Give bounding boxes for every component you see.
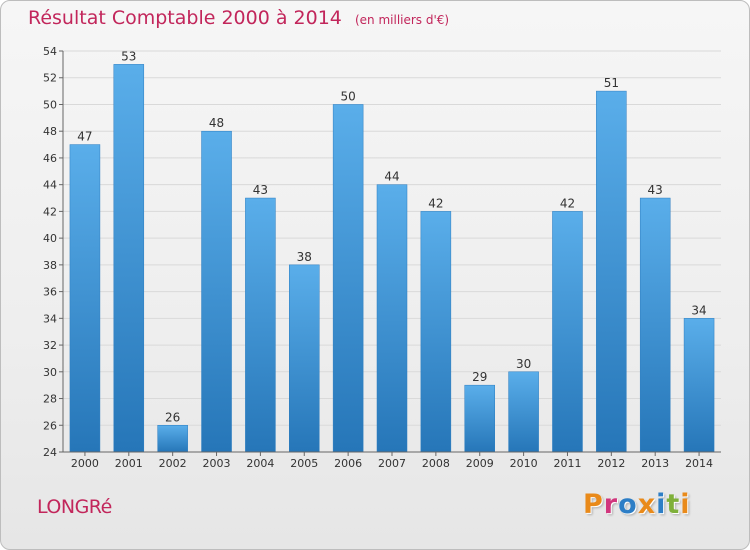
brand-letter: o	[618, 489, 638, 520]
bar	[552, 211, 583, 453]
proxiti-logo: Proxiti	[583, 489, 691, 520]
data-label: 42	[560, 196, 575, 210]
y-tick-label: 30	[43, 366, 57, 379]
data-label: 50	[340, 89, 355, 103]
data-label: 34	[691, 303, 706, 317]
y-tick-label: 42	[43, 205, 57, 218]
y-tick-label: 24	[43, 446, 57, 459]
data-label: 48	[209, 116, 224, 130]
bar	[596, 90, 627, 453]
x-tick-label: 2000	[71, 457, 99, 470]
y-tick-label: 54	[43, 45, 57, 58]
data-label: 29	[472, 370, 487, 384]
data-label: 44	[384, 170, 399, 184]
data-label: 43	[648, 183, 663, 197]
bar	[157, 425, 188, 453]
bar	[420, 211, 452, 453]
brand-letter: i	[656, 489, 667, 520]
x-tick-label: 2003	[203, 457, 231, 470]
x-tick-label: 2014	[685, 457, 713, 470]
x-tick-label: 2010	[510, 457, 538, 470]
x-tick-label: 2012	[597, 457, 625, 470]
x-tick-label: 2011	[553, 457, 581, 470]
brand-letter: t	[666, 489, 681, 520]
bar	[508, 371, 539, 453]
y-tick-label: 36	[43, 286, 57, 299]
bar	[69, 144, 101, 453]
x-tick-label: 2009	[466, 457, 494, 470]
x-tick-label: 2004	[246, 457, 274, 470]
y-tick-label: 26	[43, 419, 57, 432]
chart-title: Résultat Comptable 2000 à 2014 (en milli…	[28, 7, 449, 29]
labels: 24 26 28 30 32 34 36 38 40 42 44 46 48 50 52 54 47 2000 53…	[43, 45, 713, 470]
y-tick-label: 34	[43, 312, 57, 325]
x-tick-label: 2007	[378, 457, 406, 470]
bar	[113, 64, 145, 453]
data-label: 26	[165, 410, 180, 424]
data-label: 53	[121, 49, 136, 63]
bar	[289, 264, 320, 453]
x-tick-label: 2005	[290, 457, 318, 470]
x-tick-label: 2006	[334, 457, 362, 470]
data-label: 47	[77, 130, 92, 144]
brand-letter: x	[637, 489, 657, 520]
data-label: 43	[253, 183, 268, 197]
bar	[332, 104, 364, 453]
unit-text: (en milliers d'€)	[354, 13, 450, 27]
data-label: 30	[516, 357, 531, 371]
bar	[245, 197, 276, 453]
y-tick-label: 46	[43, 152, 57, 165]
title-text: Résultat Comptable 2000 à 2014	[28, 7, 342, 29]
commune-name: LONGRé	[37, 496, 112, 518]
brand-letter: r	[603, 489, 619, 520]
bar	[639, 197, 671, 453]
y-tick-label: 40	[43, 232, 57, 245]
x-tick-label: 2013	[641, 457, 669, 470]
bar	[376, 184, 408, 453]
data-label: 51	[604, 76, 619, 90]
axes	[59, 50, 721, 456]
y-tick-label: 32	[43, 339, 57, 352]
bar	[201, 130, 232, 453]
data-label: 42	[428, 196, 443, 210]
x-tick-label: 2001	[115, 457, 143, 470]
y-tick-label: 28	[43, 393, 57, 406]
y-tick-label: 38	[43, 259, 57, 272]
brand-letter: i	[680, 489, 691, 520]
y-tick-label: 48	[43, 125, 57, 138]
bar	[683, 318, 715, 453]
y-tick-label: 44	[43, 179, 57, 192]
x-tick-label: 2008	[422, 457, 450, 470]
y-tick-label: 50	[43, 98, 57, 111]
data-label: 38	[297, 250, 312, 264]
y-tick-label: 52	[43, 72, 57, 85]
bars	[69, 64, 715, 453]
x-tick-label: 2002	[159, 457, 187, 470]
bar	[464, 384, 495, 453]
brand-letter: P	[583, 489, 604, 520]
